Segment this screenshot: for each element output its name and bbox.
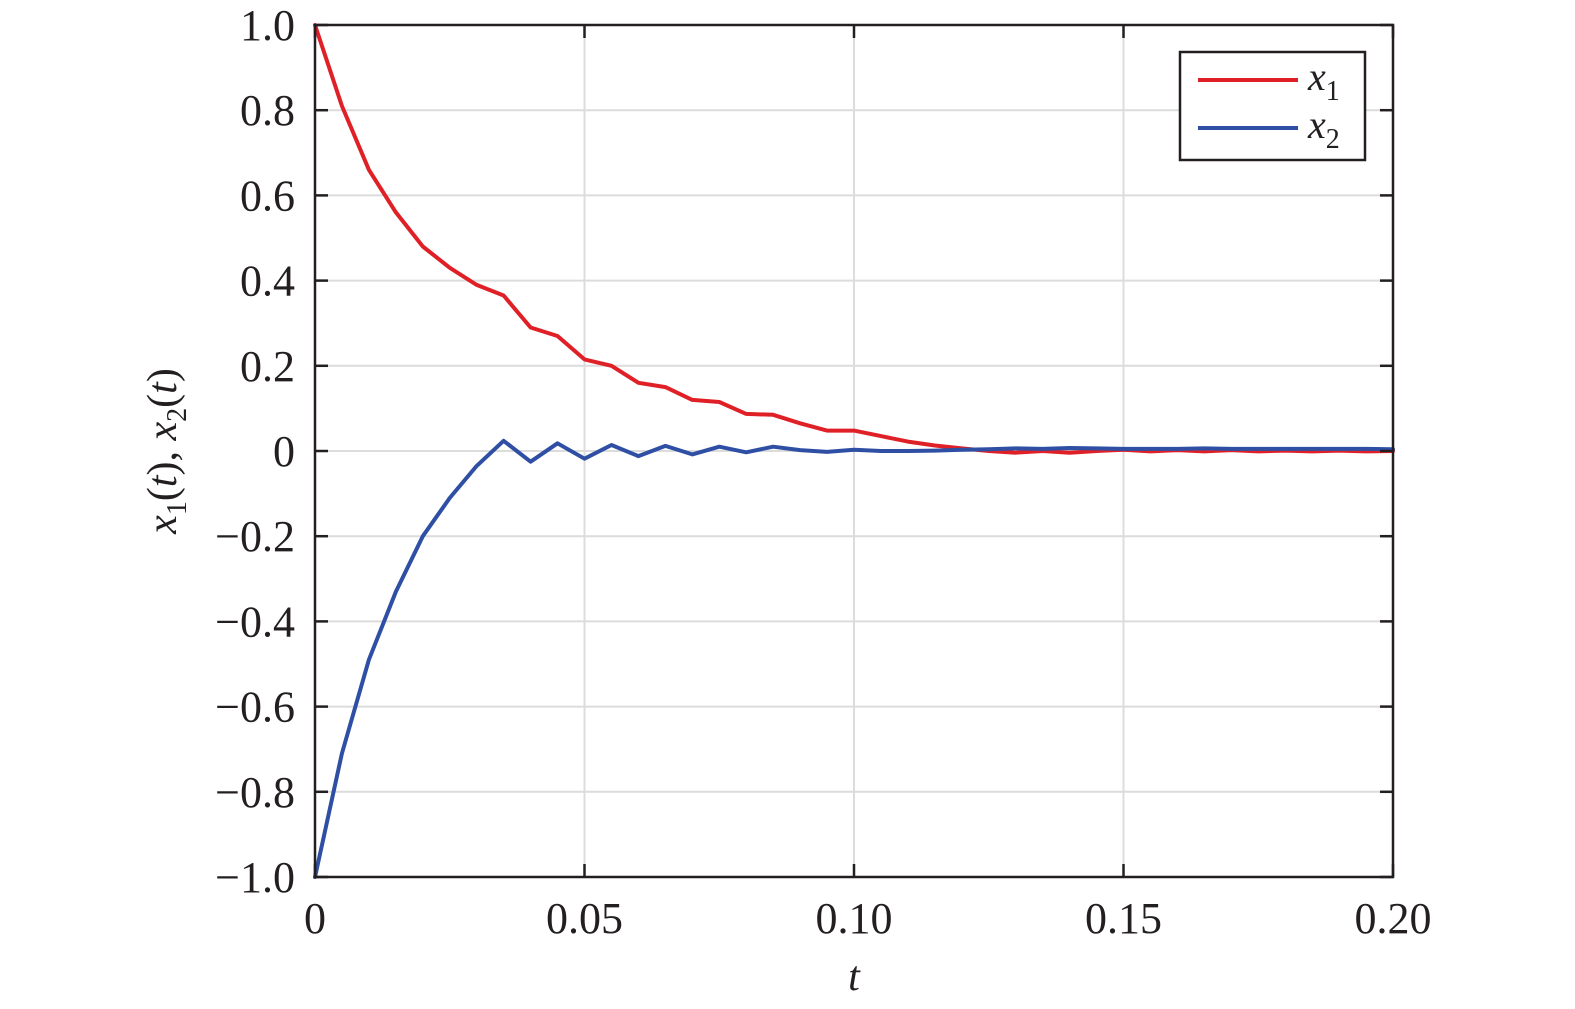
- y-tick-label: 0: [273, 427, 295, 476]
- y-tick-label: 0.4: [240, 257, 295, 306]
- series-x2-line: [313, 438, 1395, 879]
- x-tick-label: 0.15: [1085, 894, 1162, 943]
- y-axis-label-part: (: [140, 487, 186, 501]
- tick-marks: [313, 23, 1395, 879]
- tick-labels: 0 0.05 0.10 0.15 0.201.00.80.60.40.20−0.2−0.…: [215, 1, 1431, 943]
- y-axis-label-part: x: [140, 515, 186, 535]
- x-tick-label: 0.05: [546, 894, 623, 943]
- legend-label-x1: x1: [1307, 54, 1340, 107]
- y-tick-label: 0.2: [240, 342, 295, 391]
- y-tick-label: −0.8: [215, 768, 295, 817]
- y-axis-label-part: t: [140, 381, 186, 394]
- y-tick-label: −0.6: [215, 683, 295, 732]
- y-axis-label-part: t: [140, 474, 186, 487]
- y-tick-label: −0.2: [215, 512, 295, 561]
- x-tick-label: 0.20: [1355, 894, 1432, 943]
- y-tick-label: −0.4: [215, 597, 295, 646]
- y-tick-label: 0.8: [240, 86, 295, 135]
- y-tick-label: 1.0: [240, 1, 295, 50]
- x-axis-label: t: [848, 954, 861, 1000]
- y-axis-label-part: 1: [162, 501, 193, 515]
- y-axis-label-part: x: [140, 422, 186, 442]
- y-axis-label: x1(t), x2(t): [140, 368, 193, 535]
- x-tick-label: 0.10: [816, 894, 893, 943]
- y-axis-label-part: ),: [140, 441, 186, 476]
- series-x1-line: [313, 23, 1395, 455]
- y-tick-label: 0.6: [240, 171, 295, 220]
- series-layer: [313, 23, 1395, 879]
- x-tick-label: 0: [304, 894, 326, 943]
- y-axis-label-part: 2: [162, 408, 193, 422]
- legend-label-x2: x2: [1307, 102, 1340, 155]
- legend-box: [1178, 50, 1367, 162]
- y-tick-label: −1.0: [215, 853, 295, 902]
- y-axis-label-part: (: [140, 394, 186, 408]
- y-axis-label-part: ): [140, 368, 186, 382]
